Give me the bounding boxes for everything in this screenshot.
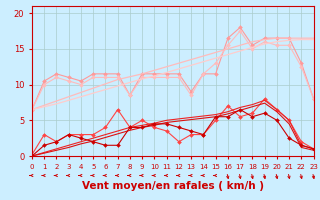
X-axis label: Vent moyen/en rafales ( km/h ): Vent moyen/en rafales ( km/h )	[82, 181, 264, 191]
